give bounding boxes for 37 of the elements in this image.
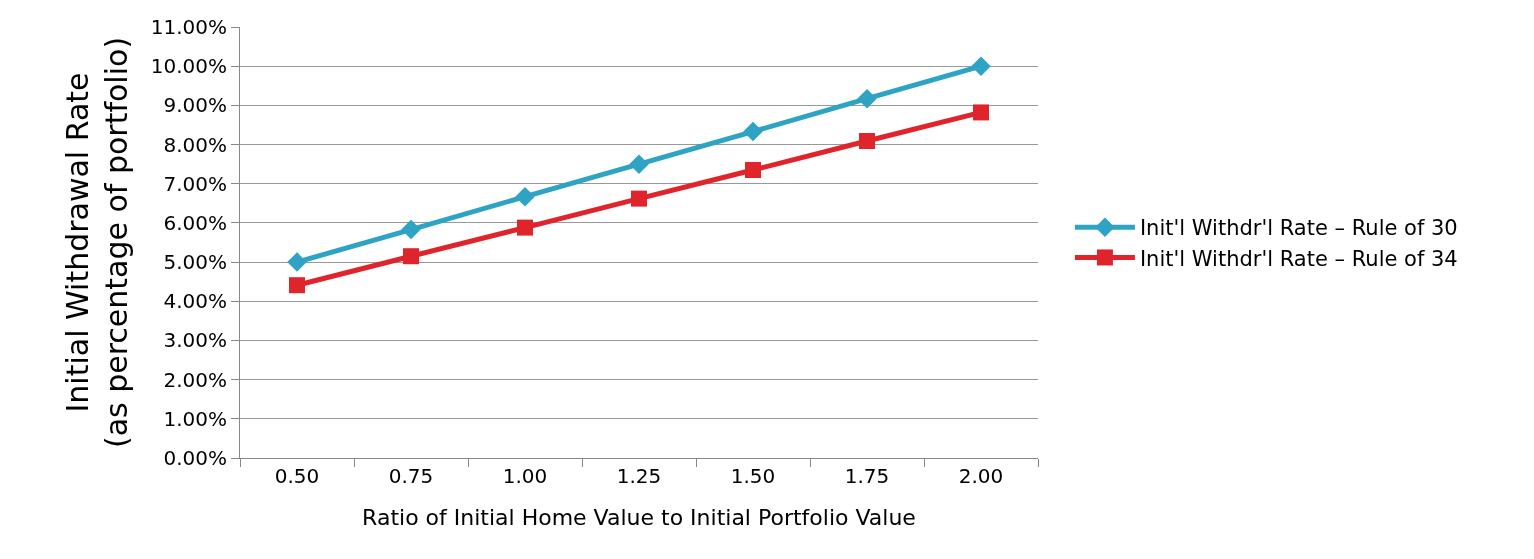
point [859, 133, 875, 150]
point [971, 56, 991, 76]
y-tick-label: 6.00% [163, 210, 227, 235]
y-tick-label: 7.00% [163, 171, 227, 196]
y-tick-label: 8.00% [163, 132, 227, 157]
y-tick-label: 4.00% [163, 289, 227, 314]
y-tick-label: 1.00% [163, 406, 227, 431]
x-tick-label: 2.00 [958, 464, 1004, 488]
x-tick-label: 0.75 [388, 464, 434, 488]
point [857, 88, 877, 109]
point [403, 248, 419, 265]
x-tick-label: 1.00 [502, 464, 548, 488]
point [289, 277, 305, 294]
legend-label: Init'l Withdr'l Rate – Rule of 30 [1139, 216, 1458, 241]
point [515, 186, 535, 207]
point [973, 104, 989, 121]
y-axis-title: Initial Withdrawal Rate (as percentage of portfolio) [59, 36, 134, 449]
point [517, 219, 533, 236]
y-tick-label: 10.00% [150, 54, 227, 79]
point [743, 121, 763, 142]
y-tick-label: 9.00% [163, 93, 227, 118]
y-tick-label: 2.00% [163, 367, 227, 392]
point [745, 162, 761, 179]
x-tick-label: 0.50 [274, 464, 320, 488]
legend-label: Init'l Withdr'l Rate – Rule of 34 [1139, 246, 1458, 271]
y-tick-label: 5.00% [163, 250, 227, 275]
x-tick-label: 1.75 [844, 464, 890, 488]
point [631, 190, 647, 207]
point [401, 219, 421, 240]
point [287, 252, 307, 272]
y-tick-label: 0.00% [163, 446, 227, 470]
y-tick-label: 11.00% [150, 15, 227, 39]
x-axis-title: Ratio of Initial Home Value to Initial Portfolio Value [362, 504, 916, 530]
point [629, 154, 649, 174]
x-tick-label: 1.25 [616, 464, 662, 488]
x-tick-label: 1.50 [730, 464, 776, 488]
y-tick-label: 3.00% [163, 328, 227, 353]
